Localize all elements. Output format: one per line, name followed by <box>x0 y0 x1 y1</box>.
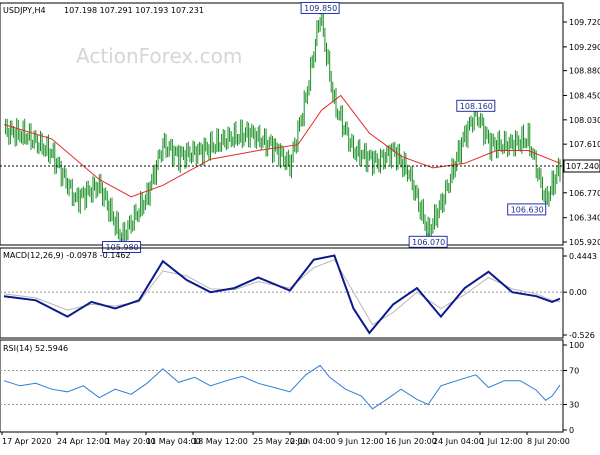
rsi-title: RSI(14) 52.5946 <box>3 344 68 353</box>
rsi-panel: RSI(14) 52.5946 100 70 30 0 <box>0 339 584 435</box>
time-tick-label-5: 25 May 20:00 <box>253 437 308 446</box>
rsi-tick-label-2: 30 <box>569 401 579 410</box>
moving-average-line <box>3 94 561 198</box>
time-tick-label-7: 9 Jun 12:00 <box>338 437 384 446</box>
price-bars <box>5 13 561 247</box>
rsi-panel-frame <box>0 339 564 433</box>
time-tick-label-9: 24 Jun 04:00 <box>433 437 484 446</box>
time-tick-label-11: 8 Jul 20:00 <box>527 437 570 446</box>
price-tick-label-8: 106.340 <box>569 214 600 223</box>
rsi-tick-label-0: 100 <box>569 341 584 350</box>
rsi-line <box>3 364 561 410</box>
price-ohlc-header: 107.198 107.291 107.193 107.231 <box>64 6 204 15</box>
price-tick-label-1: 109.290 <box>569 43 600 52</box>
macd-tick-label-1: 0.00 <box>569 288 587 297</box>
macd-panel-frame <box>0 247 564 339</box>
annotation-box-1 <box>102 241 142 254</box>
time-tick-label-2: 1 May 20:00 <box>106 437 156 446</box>
annotation-box-0 <box>300 1 340 14</box>
annotation-box-3 <box>456 99 496 112</box>
time-tick-label-8: 16 Jun 20:00 <box>386 437 437 446</box>
price-tick-label-7: 106.770 <box>569 189 600 198</box>
macd-axis-ticks: 0.4443 0.00 -0.526 <box>0 252 597 340</box>
time-tick-label-4: 18 May 12:00 <box>193 437 248 446</box>
macd-panel: MACD(12,26,9) -0.0978 -0.1462 0.4443 0.00… <box>0 247 597 340</box>
macd-signal-line <box>3 258 561 326</box>
macd-title: MACD(12,26,9) -0.0978 -0.1462 <box>3 251 131 260</box>
annotation-label-0: 109.850 <box>304 4 337 13</box>
rsi-tick-label-1: 70 <box>569 367 579 376</box>
time-tick-label-6: 2 Jun 04:00 <box>290 437 336 446</box>
price-tick-label-9: 105.920 <box>569 238 600 247</box>
watermark-logo: ActionForex.com <box>76 44 243 68</box>
price-tick-label-2: 108.880 <box>569 67 600 76</box>
price-tick-label-0: 109.720 <box>569 18 600 27</box>
current-price-box <box>563 159 600 173</box>
annotation-label-4: 106.630 <box>511 205 544 214</box>
current-price-label: 107.240 <box>566 162 599 171</box>
price-panel-frame <box>0 2 564 246</box>
price-tick-label-3: 108.450 <box>569 92 600 101</box>
price-panel: USDJPY,H4 107.198 107.291 107.193 107.23… <box>0 1 600 254</box>
rsi-tick-label-3: 0 <box>569 426 574 435</box>
macd-tick-label-2: -0.526 <box>569 331 595 340</box>
annotation-label-3: 108.160 <box>460 102 493 111</box>
price-title: USDJPY,H4 <box>3 6 46 15</box>
annotation-box-4 <box>507 203 547 216</box>
time-tick-label-0: 17 Apr 2020 <box>2 437 51 446</box>
macd-line <box>3 254 561 335</box>
time-tick-label-3: 11 May 04:00 <box>146 437 201 446</box>
annotation-box-2 <box>408 235 448 248</box>
annotation-label-2: 106.070 <box>412 238 445 247</box>
macd-tick-label-0: 0.4443 <box>569 252 597 261</box>
rsi-axis-ticks: 100 70 30 0 <box>0 341 584 435</box>
time-tick-label-1: 24 Apr 12:00 <box>57 437 109 446</box>
price-tick-label-4: 108.030 <box>569 116 600 125</box>
time-tick-label-10: 1 Jul 12:00 <box>480 437 523 446</box>
price-tick-label-5: 107.610 <box>569 140 600 149</box>
price-axis-ticks: 109.720 109.290 108.880 108.450 108.030 107.6… <box>563 18 600 247</box>
